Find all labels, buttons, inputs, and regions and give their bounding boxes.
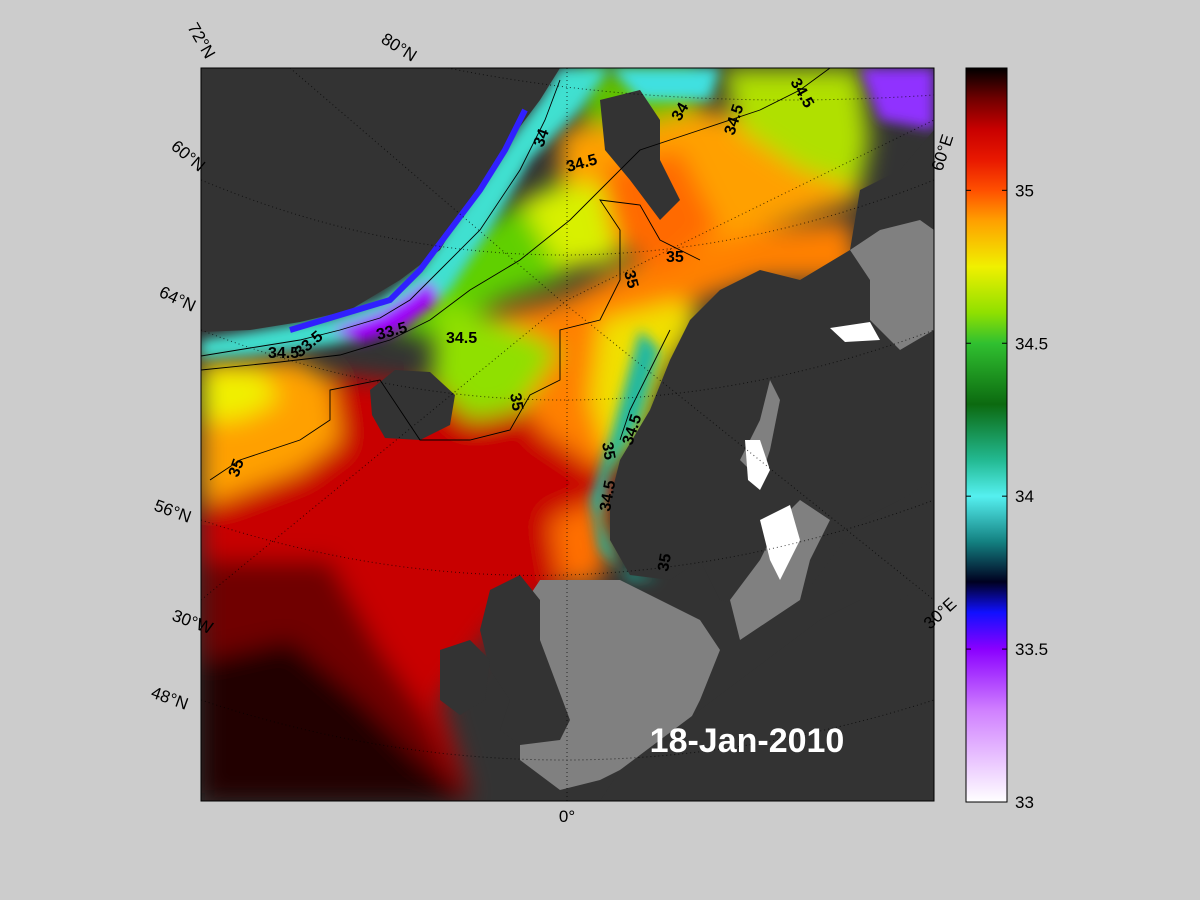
contour-lines bbox=[201, 68, 831, 481]
contour-label: 34.5 bbox=[268, 345, 299, 362]
lat-label-56n: 56°N bbox=[152, 496, 194, 527]
europe-landmass bbox=[600, 580, 934, 801]
white-sea-shelf bbox=[850, 220, 934, 350]
colorbar: 33 33.5 34 34.5 35 bbox=[965, 67, 1048, 812]
iceland-landmass bbox=[370, 370, 455, 440]
colorbar-tick-label: 33.5 bbox=[1015, 640, 1048, 659]
contour-label: 34 bbox=[531, 127, 553, 150]
sea-ice-patch bbox=[760, 505, 800, 580]
lat-label-72n: 72°N bbox=[184, 20, 219, 62]
contour-label: 35 bbox=[598, 441, 618, 462]
sea-ice-patch bbox=[830, 322, 880, 342]
greenland-landmass bbox=[201, 68, 560, 332]
svalbard-landmass bbox=[600, 90, 680, 220]
contour-label: 35 bbox=[506, 392, 526, 413]
colorbar-tick-label: 34.5 bbox=[1015, 334, 1048, 353]
sea-ice-patch bbox=[745, 440, 770, 490]
lat-label-80n: 80°N bbox=[378, 29, 420, 65]
lat-label-48n: 48°N bbox=[149, 683, 191, 714]
colorbar-tick-label: 33 bbox=[1015, 793, 1034, 812]
graticule bbox=[201, 68, 934, 801]
contour-label: 35 bbox=[666, 249, 684, 266]
colorbar-ticks: 33 33.5 34 34.5 35 bbox=[966, 181, 1048, 812]
greenland-coast-vivid bbox=[289, 108, 528, 333]
colorbar-tick-label: 34 bbox=[1015, 487, 1034, 506]
contour-label: 34.5 bbox=[446, 330, 477, 347]
lat-label-64n: 64°N bbox=[156, 282, 198, 315]
map-frame bbox=[200, 67, 935, 802]
colorbar-tick-label: 35 bbox=[1015, 181, 1034, 200]
great-britain-landmass bbox=[480, 575, 570, 745]
ireland-landmass bbox=[440, 640, 490, 715]
contour-label: 35 bbox=[620, 269, 641, 291]
lon-label-0: 0° bbox=[559, 807, 575, 826]
date-stamp: 18-Jan-2010 bbox=[650, 722, 845, 760]
contour-label: 35 bbox=[226, 457, 248, 480]
contour-label: 34.5 bbox=[597, 479, 619, 513]
contour-label: 35 bbox=[655, 552, 675, 573]
colorbar-ramp bbox=[965, 67, 1008, 803]
contour-label: 34 bbox=[669, 100, 693, 124]
map-panel: 34 34.5 34 34.5 34.5 35 35 33.5 34.5 33.… bbox=[201, 68, 934, 801]
